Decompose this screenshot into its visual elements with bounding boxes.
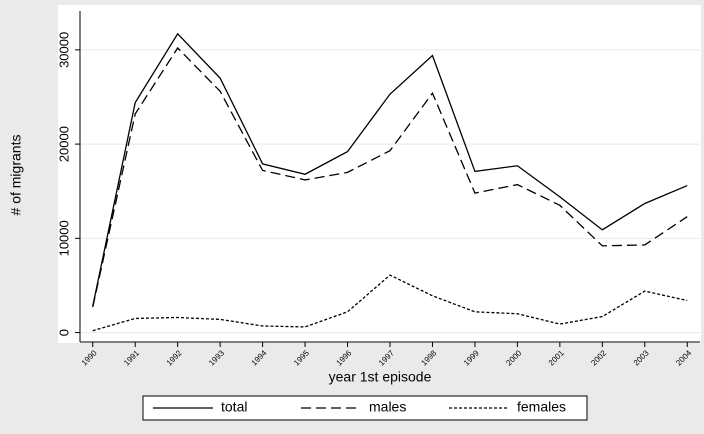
plot-area bbox=[58, 5, 701, 343]
x-tick-label: 1990 bbox=[80, 348, 99, 367]
x-axis-title: year 1st episode bbox=[329, 369, 432, 385]
legend-box bbox=[142, 395, 588, 421]
series-line bbox=[92, 274, 688, 332]
x-tick-label: 1993 bbox=[207, 348, 226, 367]
x-tick-label: 2002 bbox=[589, 348, 608, 367]
series-line bbox=[92, 46, 688, 308]
x-tick-label: 1992 bbox=[165, 348, 184, 367]
x-tick-label: 1995 bbox=[292, 348, 311, 367]
x-tick-label: 2004 bbox=[674, 348, 693, 367]
y-tick-label: 10000 bbox=[56, 220, 71, 256]
x-tick-label: 1996 bbox=[334, 348, 353, 367]
x-tick-label: 1994 bbox=[250, 348, 269, 367]
x-tick-label: 1998 bbox=[419, 348, 438, 367]
x-tick-label: 2003 bbox=[632, 348, 651, 367]
series-line bbox=[92, 32, 688, 307]
y-tick-label: 30000 bbox=[56, 32, 71, 68]
legend-label: total bbox=[221, 399, 247, 415]
legend-label: females bbox=[517, 399, 566, 415]
x-tick-label: 1997 bbox=[377, 348, 396, 367]
y-tick-label: 20000 bbox=[56, 126, 71, 162]
x-tick-label: 2001 bbox=[547, 348, 566, 367]
legend-label: males bbox=[369, 399, 406, 415]
x-tick-label: 2000 bbox=[504, 348, 523, 367]
x-tick-label: 1999 bbox=[462, 348, 481, 367]
y-tick-label: 0 bbox=[56, 329, 71, 336]
y-axis-title: # of migrants bbox=[8, 135, 24, 216]
x-tick-label: 1991 bbox=[122, 348, 141, 367]
